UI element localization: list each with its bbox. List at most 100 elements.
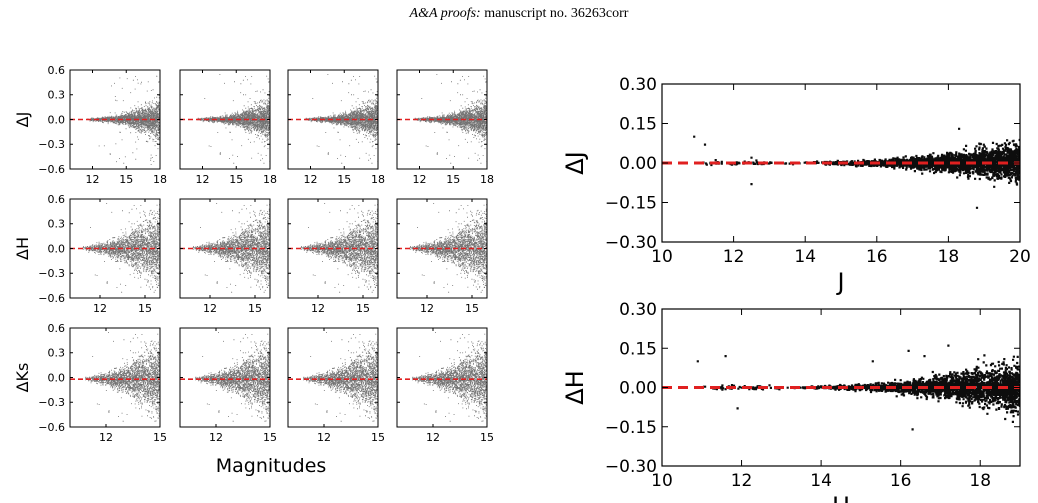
- scatter-dots: [305, 74, 378, 164]
- scatter-points: [180, 332, 270, 422]
- x-tick-label: 15: [248, 302, 262, 315]
- x-tick-label: 12: [420, 302, 434, 315]
- y-tick-label: 0.30: [619, 75, 657, 95]
- y-tick-label: −0.3: [38, 267, 65, 280]
- x-tick-label: 12: [426, 431, 440, 444]
- scatter-dots: [693, 127, 1020, 209]
- scatter-points: [180, 203, 270, 298]
- scatter-dots: [303, 332, 378, 422]
- x-tick-label: 15: [371, 431, 385, 444]
- x-tick-label: 14: [810, 471, 832, 491]
- axes-layer: 0.6 0.3 0.0 −0.3 −0.6 12 15 18 12 15 18 12 15 18 12 15 1…: [13, 64, 1031, 503]
- x-tick-label: 12: [317, 431, 331, 444]
- y-tick-label: −0.3: [38, 138, 65, 151]
- y-axis-label: ΔH: [561, 370, 589, 404]
- scatter-points: [70, 203, 160, 298]
- x-tick-label: 10: [651, 247, 673, 267]
- y-tick-label: 0.30: [619, 300, 657, 320]
- x-tick-label: 12: [196, 173, 210, 186]
- x-tick-label: 12: [86, 173, 100, 186]
- y-tick-label: 0.0: [48, 371, 66, 384]
- x-tick-label: 12: [203, 302, 217, 315]
- x-tick-label: 12: [413, 173, 427, 186]
- x-tick-label: 10: [651, 471, 673, 491]
- x-tick-label: 15: [263, 431, 277, 444]
- y-tick-label: −0.6: [38, 421, 65, 434]
- x-tick-label: 12: [209, 431, 223, 444]
- scatter-points: [397, 203, 487, 298]
- x-tick-label: 20: [1009, 247, 1031, 267]
- scatter-dots: [409, 203, 487, 298]
- y-tick-label: −0.30: [605, 457, 657, 477]
- x-tick-label: 15: [119, 173, 133, 186]
- scatter-points: [662, 127, 1020, 209]
- scatter-dots: [195, 332, 270, 422]
- y-tick-label: −0.15: [605, 194, 657, 214]
- scatter-points: [397, 332, 487, 422]
- x-tick-label: 15: [465, 302, 479, 315]
- x-tick-label: 12: [99, 431, 113, 444]
- scatter-dots: [85, 332, 160, 422]
- x-tick-label: 18: [938, 247, 960, 267]
- scatter-dots: [412, 332, 487, 422]
- scatter-points: [662, 344, 1020, 431]
- y-tick-label: −0.6: [38, 292, 65, 305]
- x-axis-label: H: [832, 492, 850, 503]
- x-tick-label: 15: [153, 431, 167, 444]
- y-tick-label: −0.30: [605, 233, 657, 253]
- y-tick-label: 0.15: [619, 339, 657, 359]
- y-tick-label: 0.0: [48, 242, 66, 255]
- y-tick-label: −0.3: [38, 396, 65, 409]
- y-tick-label: 0.6: [48, 322, 66, 335]
- scatter-points: [70, 75, 160, 165]
- x-tick-label: 15: [446, 173, 460, 186]
- scatter-dots: [82, 203, 160, 298]
- page-header: A&A proofs: manuscript no. 36263corr: [0, 6, 1038, 22]
- scatter-dots: [414, 74, 487, 164]
- x-tick-label: 18: [371, 173, 385, 186]
- scatter-points: [397, 74, 487, 164]
- x-tick-label: 12: [304, 173, 318, 186]
- y-tick-label: 0.6: [48, 64, 66, 77]
- scatter-dots: [197, 74, 270, 164]
- x-tick-label: 15: [337, 173, 351, 186]
- y-tick-label: 0.3: [48, 347, 66, 360]
- y-tick-label: 0.3: [48, 218, 66, 231]
- y-axis-label: ΔJ: [561, 151, 589, 175]
- x-axis-label: Magnitudes: [216, 455, 327, 477]
- x-tick-label: 18: [153, 173, 167, 186]
- y-tick-label: 0.6: [48, 193, 66, 206]
- manuscript-label: manuscript no. 36263corr: [484, 6, 629, 21]
- y-tick-label: 0.00: [619, 154, 657, 174]
- x-tick-label: 15: [229, 173, 243, 186]
- scatter-points: [288, 332, 378, 422]
- scatter-dots: [192, 203, 270, 298]
- scatter-dots: [87, 75, 160, 165]
- y-tick-label: −0.6: [38, 163, 65, 176]
- x-tick-label: 18: [263, 173, 277, 186]
- x-tick-label: 15: [138, 302, 152, 315]
- x-tick-label: 12: [731, 471, 753, 491]
- y-tick-label: −0.15: [605, 418, 657, 438]
- scatter-layer: [70, 74, 1020, 431]
- scatter-points: [180, 74, 270, 164]
- scatter-points: [70, 332, 160, 422]
- x-tick-label: 16: [890, 471, 912, 491]
- scatter-dots: [300, 203, 378, 298]
- x-tick-label: 16: [866, 247, 888, 267]
- x-tick-label: 12: [723, 247, 745, 267]
- y-tick-label: 0.3: [48, 89, 66, 102]
- x-tick-label: 18: [480, 173, 494, 186]
- row-ylabel: ΔKs: [13, 363, 32, 393]
- journal-name: A&A proofs:: [409, 6, 481, 21]
- x-tick-label: 12: [311, 302, 325, 315]
- x-tick-label: 18: [969, 471, 991, 491]
- scatter-points: [288, 74, 378, 164]
- y-tick-label: 0.00: [619, 379, 657, 399]
- y-tick-label: 0.15: [619, 115, 657, 135]
- row-ylabel: ΔJ: [13, 112, 32, 128]
- x-tick-label: 15: [480, 431, 494, 444]
- x-tick-label: 12: [93, 302, 107, 315]
- x-tick-label: 15: [356, 302, 370, 315]
